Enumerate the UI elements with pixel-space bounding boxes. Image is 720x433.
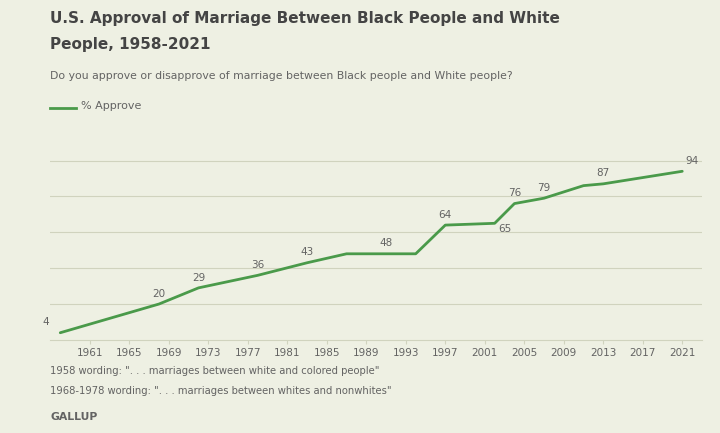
Text: 87: 87 [597, 168, 610, 178]
Text: U.S. Approval of Marriage Between Black People and White: U.S. Approval of Marriage Between Black … [50, 11, 560, 26]
Text: GALLUP: GALLUP [50, 412, 98, 422]
Text: % Approve: % Approve [81, 101, 141, 111]
Text: 1958 wording: ". . . marriages between white and colored people": 1958 wording: ". . . marriages between w… [50, 366, 380, 376]
Text: 64: 64 [438, 210, 452, 220]
Text: Do you approve or disapprove of marriage between Black people and White people?: Do you approve or disapprove of marriage… [50, 71, 513, 81]
Text: 43: 43 [300, 247, 314, 257]
Text: 36: 36 [251, 260, 264, 270]
Text: 94: 94 [685, 156, 698, 166]
Text: 20: 20 [153, 289, 166, 299]
Text: 48: 48 [379, 239, 392, 249]
Text: 65: 65 [498, 224, 511, 234]
Text: 76: 76 [508, 188, 521, 198]
Text: 1968-1978 wording: ". . . marriages between whites and nonwhites": 1968-1978 wording: ". . . marriages betw… [50, 386, 392, 396]
Text: 79: 79 [537, 183, 551, 193]
Text: 4: 4 [42, 317, 49, 327]
Text: 29: 29 [192, 272, 205, 282]
Text: People, 1958-2021: People, 1958-2021 [50, 37, 211, 52]
